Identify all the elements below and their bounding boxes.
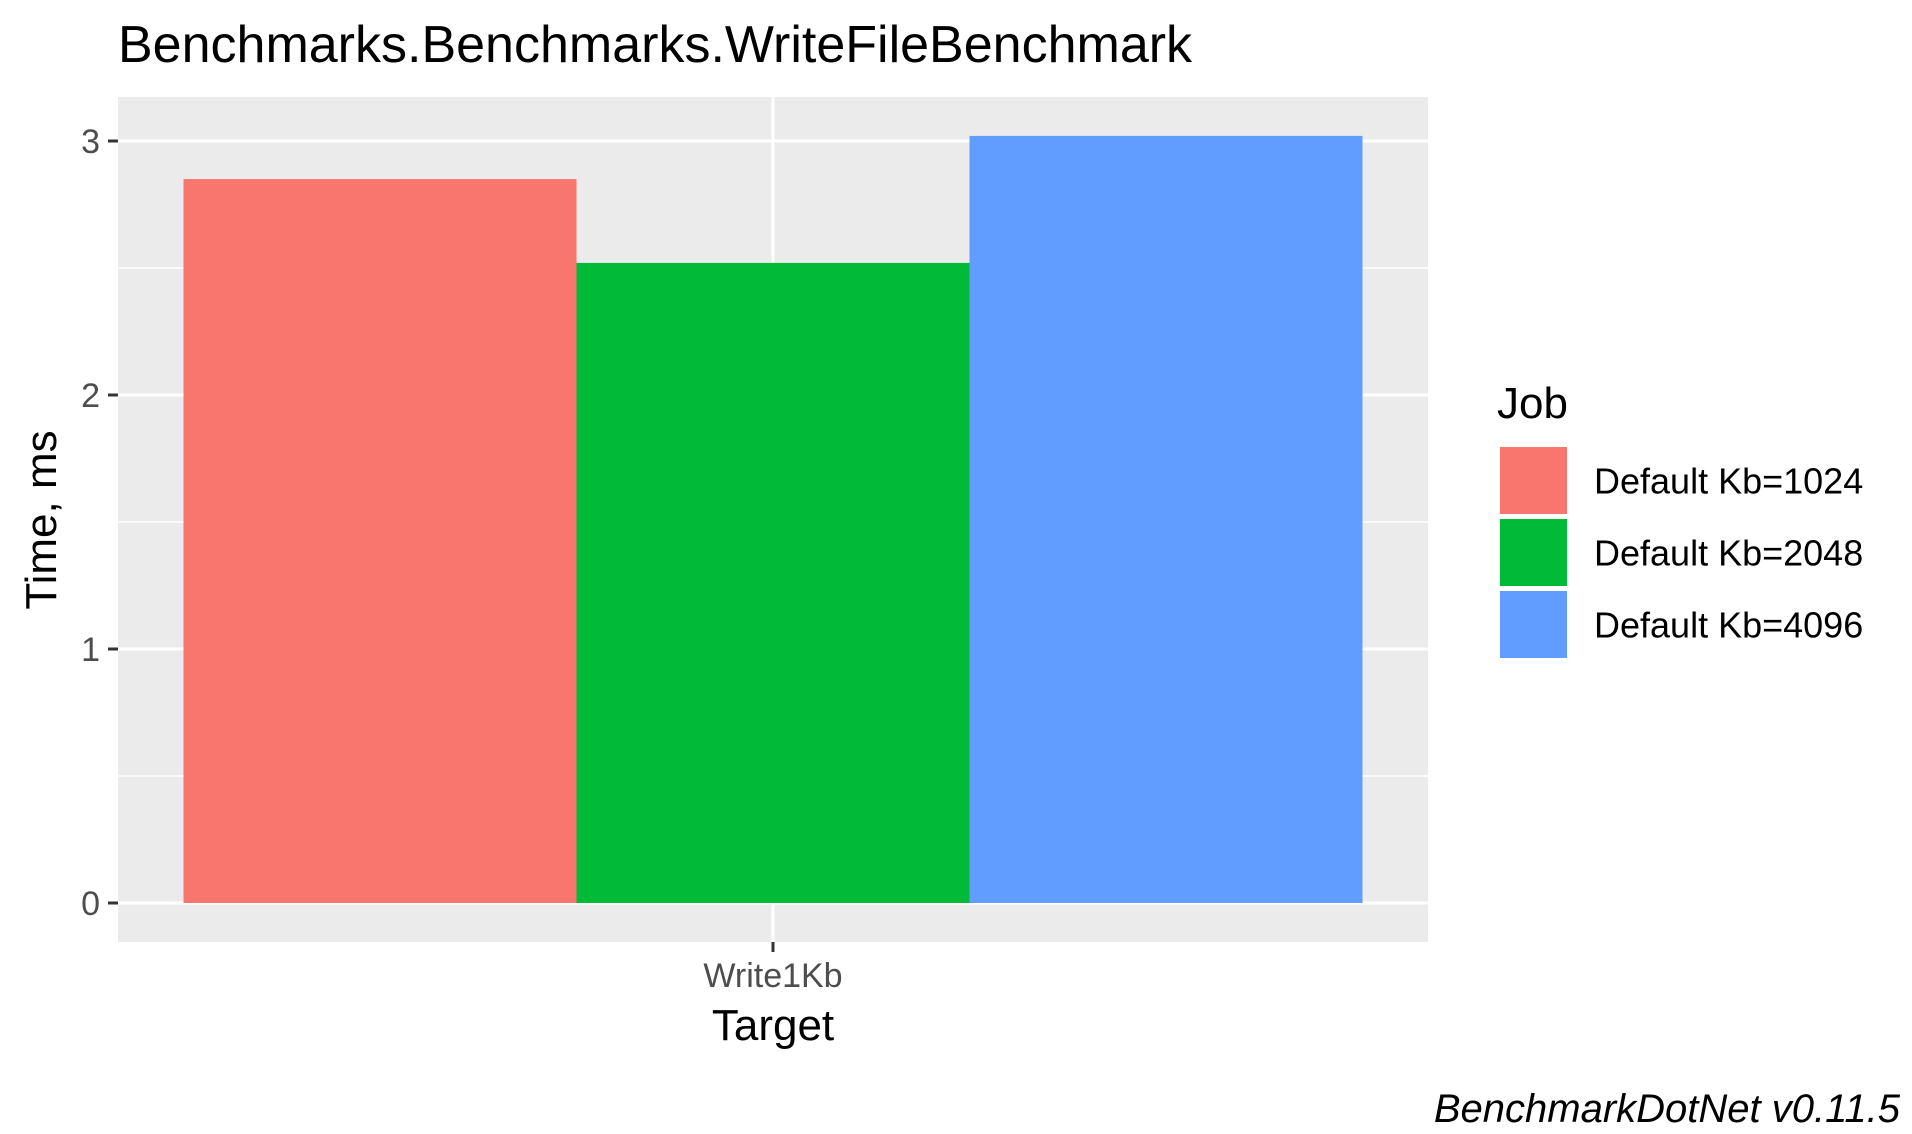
caption: BenchmarkDotNet v0.11.5 [1434, 1087, 1901, 1131]
y-axis-title: Time, ms [17, 430, 66, 609]
y-tick-label: 3 [81, 123, 100, 161]
legend-key [1500, 519, 1567, 586]
chart-title: Benchmarks.Benchmarks.WriteFileBenchmark [118, 16, 1193, 74]
legend-title: Job [1497, 379, 1568, 428]
y-tick-label: 2 [81, 377, 100, 415]
y-tick-label: 0 [81, 885, 100, 923]
legend-label: Default Kb=1024 [1594, 461, 1863, 502]
legend-key [1500, 447, 1567, 514]
x-axis: Write1Kb [703, 942, 843, 995]
y-tick-label: 1 [81, 631, 100, 669]
bar-default-kb-2048 [576, 262, 970, 903]
bar-default-kb-1024 [183, 179, 577, 904]
legend-label: Default Kb=4096 [1594, 605, 1863, 646]
bars [183, 135, 1363, 904]
x-tick-label: Write1Kb [703, 957, 842, 995]
legend-label: Default Kb=2048 [1594, 533, 1863, 574]
legend: Job Default Kb=1024 Default Kb=2048 Defaul… [1497, 379, 1863, 658]
bar-default-kb-4096 [969, 135, 1363, 904]
y-axis: 0 1 2 3 [81, 123, 118, 923]
x-axis-title: Target [712, 1001, 834, 1050]
legend-key [1500, 591, 1567, 658]
